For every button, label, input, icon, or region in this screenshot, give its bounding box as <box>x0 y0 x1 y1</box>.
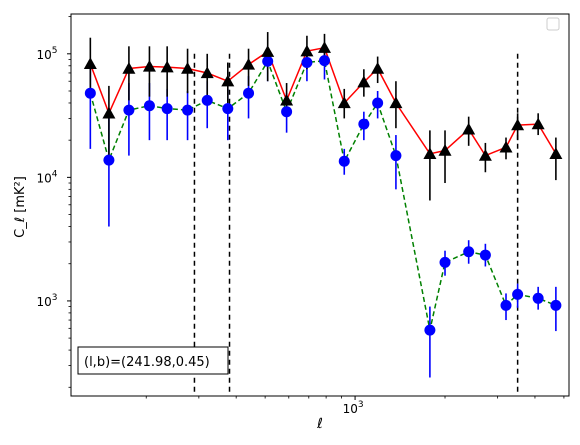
data-point-circle <box>532 292 544 304</box>
data-point-circle <box>500 299 512 311</box>
data-point-triangle <box>142 59 156 72</box>
data-point-triangle <box>102 106 116 119</box>
data-point-circle <box>222 103 234 115</box>
series-layer <box>83 32 563 378</box>
data-point-circle <box>182 104 194 116</box>
data-point-triangle <box>423 147 437 160</box>
data-point-circle <box>201 94 213 106</box>
data-point-circle <box>479 249 491 261</box>
axis-ticks: 103 103 104 105 <box>36 16 565 416</box>
data-point-triangle <box>242 57 256 70</box>
data-point-circle <box>301 57 313 69</box>
data-point-circle <box>243 87 255 99</box>
y-axis-label: C_ℓ [mK²] <box>13 176 28 238</box>
x-axis-label: ℓ <box>316 416 323 432</box>
data-point-triangle <box>371 62 385 74</box>
data-point-circle <box>424 324 436 336</box>
data-point-circle <box>512 288 524 300</box>
y-tick-label: 105 <box>36 46 57 62</box>
legend <box>546 17 560 31</box>
data-point-triangle <box>122 62 136 74</box>
data-point-circle <box>550 299 562 311</box>
data-point-triangle <box>511 118 525 131</box>
data-point-triangle <box>478 149 492 161</box>
legend-box <box>546 17 560 31</box>
data-point-triangle <box>317 41 331 53</box>
data-point-circle <box>262 55 274 67</box>
data-point-triangle <box>83 57 97 70</box>
data-point-triangle <box>160 60 174 73</box>
data-point-circle <box>358 118 370 130</box>
data-point-triangle <box>438 143 452 156</box>
data-point-circle <box>439 256 451 268</box>
data-point-triangle <box>337 96 351 109</box>
data-point-circle <box>390 150 402 162</box>
data-point-triangle <box>389 96 403 109</box>
data-point-triangle <box>181 62 195 74</box>
data-point-circle <box>463 246 475 258</box>
annotation-text: (l,b)=(241.98,0.45) <box>84 355 210 370</box>
data-point-circle <box>103 154 115 166</box>
data-point-triangle <box>462 122 476 135</box>
data-point-circle <box>318 55 330 67</box>
y-tick-label: 104 <box>36 169 57 185</box>
data-point-triangle <box>499 140 513 153</box>
data-point-triangle <box>261 45 275 57</box>
annotation-box: (l,b)=(241.98,0.45) <box>77 346 229 375</box>
data-point-triangle <box>300 44 314 57</box>
data-point-triangle <box>221 74 235 87</box>
x-tick-label: 103 <box>343 400 364 416</box>
data-point-triangle <box>200 66 214 79</box>
data-point-triangle <box>531 117 545 130</box>
data-point-circle <box>372 97 384 109</box>
data-point-circle <box>338 155 350 167</box>
data-point-circle <box>123 104 135 116</box>
data-point-triangle <box>280 93 294 106</box>
y-tick-label: 103 <box>36 293 57 309</box>
data-point-circle <box>84 87 96 99</box>
annotation-frame <box>77 346 229 375</box>
data-point-triangle <box>357 75 371 88</box>
data-point-circle <box>281 106 293 118</box>
data-point-circle <box>161 103 173 115</box>
data-point-triangle <box>549 147 563 160</box>
data-point-circle <box>143 100 155 112</box>
